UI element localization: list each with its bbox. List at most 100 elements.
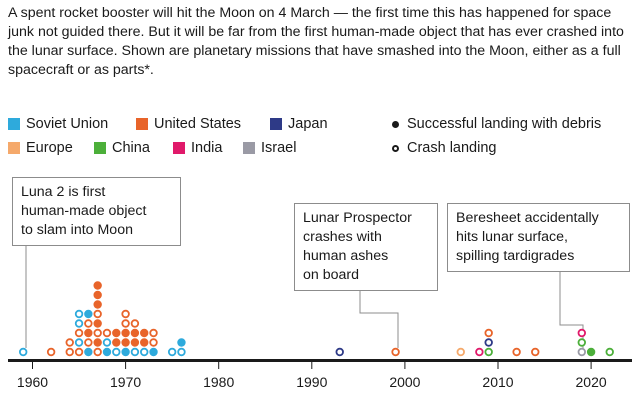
data-point (605, 347, 614, 357)
annotation-line: human ashes (303, 248, 389, 264)
hollow-dot-icon (392, 144, 399, 152)
data-point (121, 347, 130, 357)
intro-text: A spent rocket booster will hit the Moon… (8, 5, 624, 78)
annotation-line: to slam into Moon (21, 222, 133, 238)
annotation-line: Luna 2 is first (21, 184, 106, 200)
swatch-soviet-union (8, 118, 20, 130)
data-point (84, 338, 93, 347)
data-point (93, 328, 102, 338)
data-point (65, 338, 74, 347)
legend-label: Crash landing (407, 140, 497, 156)
swatch-china (94, 142, 106, 154)
data-point (577, 347, 586, 357)
annotation-luna2: Luna 2 is first human-made object to sla… (12, 177, 181, 246)
data-point (531, 347, 540, 357)
x-axis-ticks: 1960 1970 1980 1990 2000 2010 2020 (17, 362, 607, 390)
data-point (93, 338, 102, 347)
data-point (93, 300, 102, 309)
annotation-line: spilling tardigrades (456, 248, 575, 264)
data-point (130, 328, 140, 338)
data-point (84, 319, 93, 328)
data-point (121, 309, 130, 319)
data-point (130, 319, 140, 328)
data-point (140, 338, 149, 347)
filled-dot-icon (392, 120, 399, 128)
data-point (484, 338, 493, 347)
data-point (112, 347, 121, 357)
data-point (586, 347, 596, 357)
x-tick-label: 2020 (576, 374, 607, 390)
data-point (18, 347, 28, 357)
x-tick-label: 1970 (110, 374, 141, 390)
legend-india: India (173, 140, 222, 156)
data-point (577, 338, 586, 347)
annotation-line: human-made object (21, 203, 147, 219)
data-point (484, 347, 493, 357)
annotation-line: crashes with (303, 229, 382, 245)
data-point (130, 347, 140, 357)
x-tick-label: 2000 (389, 374, 420, 390)
data-point (46, 347, 56, 357)
data-point (112, 338, 121, 347)
data-point (456, 347, 465, 357)
data-point (112, 328, 121, 338)
legend-label: Europe (26, 140, 73, 156)
annotation-line: on board (303, 267, 360, 283)
legend-label: United States (154, 116, 242, 132)
data-point (74, 328, 84, 338)
data-point (93, 309, 102, 319)
legend-united-states: United States (136, 116, 241, 132)
data-point (74, 347, 84, 357)
data-point (93, 347, 102, 357)
annotation-line: hits lunar surface, (456, 229, 568, 245)
legend-europe: Europe (8, 140, 73, 156)
data-point (102, 338, 112, 347)
data-point (65, 347, 74, 357)
swatch-israel (243, 142, 255, 154)
legend-soviet-union: Soviet Union (8, 116, 108, 132)
x-tick-label: 2010 (482, 374, 513, 390)
legend-label: Successful landing with debris (407, 116, 602, 132)
data-point (177, 347, 186, 357)
data-point (74, 338, 84, 347)
data-point (102, 347, 112, 357)
legend-china: China (94, 140, 150, 156)
x-tick-label: 1960 (17, 374, 48, 390)
data-point (335, 347, 344, 357)
data-point (140, 347, 149, 357)
data-point (93, 281, 102, 290)
data-point (84, 347, 93, 357)
annotation-line: Beresheet accidentally (456, 210, 599, 226)
legend-label: China (112, 140, 150, 156)
data-point (74, 309, 84, 319)
data-point (121, 338, 130, 347)
swatch-japan (270, 118, 282, 130)
data-point (74, 319, 84, 328)
data-point (484, 328, 493, 338)
legend-israel: Israel (243, 140, 296, 156)
data-point (177, 338, 186, 347)
data-point (577, 328, 586, 338)
data-point (121, 328, 130, 338)
x-tick-label: 1980 (203, 374, 234, 390)
data-point (130, 338, 140, 347)
data-point (149, 328, 158, 338)
legend-label: Japan (288, 116, 328, 132)
legend-successful-landing: Successful landing with debris (392, 116, 601, 132)
legend-crash-landing: Crash landing (392, 140, 496, 156)
data-point (475, 347, 484, 357)
annotation-beresheet: Beresheet accidentally hits lunar surfac… (447, 203, 630, 272)
swatch-europe (8, 142, 20, 154)
data-point (84, 328, 93, 338)
data-point (121, 319, 130, 328)
swatch-india (173, 142, 185, 154)
data-point (149, 347, 158, 357)
data-points (18, 281, 614, 357)
prospector-connector (359, 288, 399, 348)
data-point (84, 309, 93, 319)
legend-label: Soviet Union (26, 116, 109, 132)
data-point (512, 347, 521, 357)
data-point (93, 319, 102, 328)
data-point (93, 290, 102, 300)
